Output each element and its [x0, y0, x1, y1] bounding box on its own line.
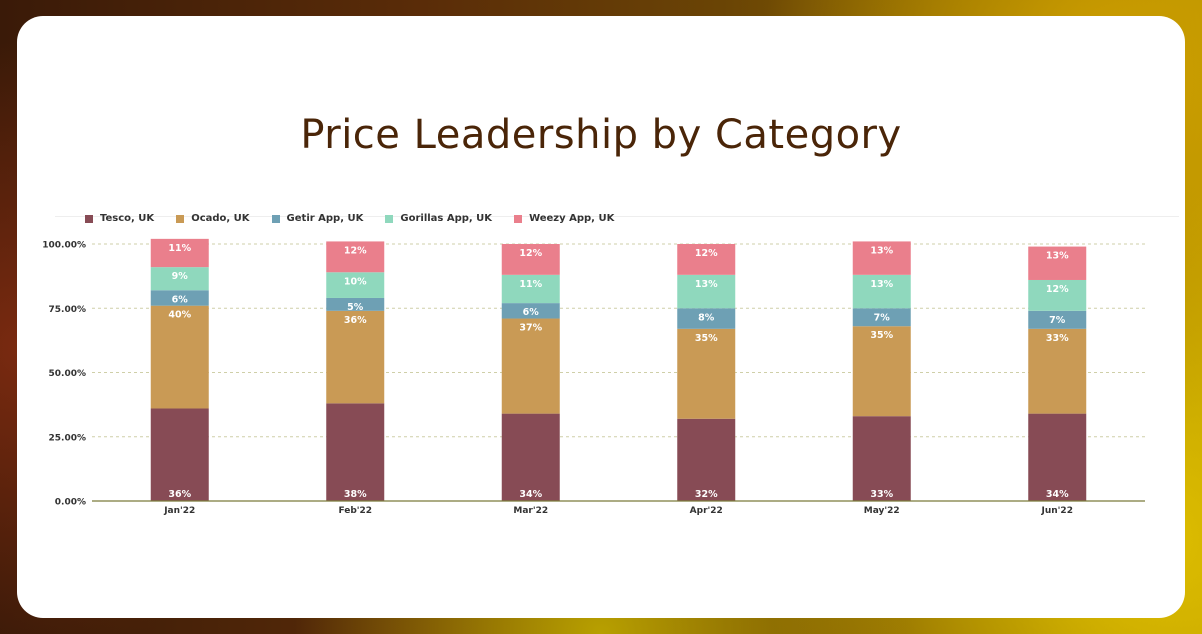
bar-segment — [1028, 246, 1087, 280]
bar-segment — [852, 326, 911, 417]
legend-swatch — [271, 214, 280, 223]
bar-segment — [326, 310, 385, 404]
x-tick-label: Feb'22 — [338, 506, 372, 516]
legend-swatch — [514, 214, 523, 223]
divider — [55, 216, 1179, 217]
x-tick-label: Apr'22 — [690, 506, 723, 516]
grid-layer — [92, 243, 1145, 438]
bar-segment — [150, 408, 209, 501]
bars-layer — [150, 238, 1087, 501]
legend-label: Weezy App, UK — [529, 213, 615, 224]
data-label: 38% — [344, 489, 367, 500]
data-label: 11% — [168, 243, 191, 254]
bar-segment — [150, 267, 209, 291]
bar-segment — [677, 308, 736, 329]
data-label: 13% — [695, 279, 718, 290]
labels-layer: 36% 40% 6% 9% 11% 38% 36% 5% 10% 12% 34% 37% 6% 11% 12… — [168, 243, 1069, 500]
page-title: Price Leadership by Category — [300, 112, 902, 158]
x-tick-label: Jun'22 — [1041, 506, 1073, 516]
bar-segment — [326, 241, 385, 273]
bar-segment — [677, 418, 736, 501]
chart-card: Price Leadership by Category — [17, 16, 1185, 618]
data-label: 12% — [695, 248, 718, 259]
y-tick-label: 25.00% — [49, 433, 87, 443]
bar-segment — [1028, 328, 1087, 414]
legend-swatch — [176, 214, 185, 223]
legend-item: Gorillas App, UK — [385, 213, 492, 224]
bar-segment — [326, 297, 385, 311]
data-label: 13% — [870, 245, 893, 256]
y-tick-label: 0.00% — [55, 498, 86, 508]
data-label: 9% — [172, 271, 189, 282]
bar-segment — [852, 274, 911, 309]
data-label: 35% — [870, 330, 893, 341]
y-tick-label: 50.00% — [49, 369, 87, 379]
bar-segment — [852, 416, 911, 501]
bar-segment — [326, 272, 385, 298]
data-label: 32% — [695, 489, 718, 500]
bar-segment — [1028, 279, 1087, 311]
data-label: 34% — [519, 489, 542, 500]
bar-segment — [501, 303, 560, 319]
data-label: 34% — [1046, 489, 1069, 500]
legend-swatch — [85, 214, 93, 223]
bar-segment — [1028, 413, 1087, 501]
data-label: 12% — [1046, 284, 1069, 295]
bar-segment — [677, 328, 736, 419]
bar-segment — [501, 318, 560, 414]
chart-legend: Tesco, UK Ocado, UK Getir App, UK Gorillas … — [85, 213, 636, 224]
x-tick-label: May'22 — [864, 506, 900, 516]
axis-layer: 0.00% 25.00% 50.00% 75.00% 100.00% Jan'22 Feb'… — [42, 241, 1145, 516]
data-label: 10% — [344, 276, 367, 287]
data-label: 33% — [1046, 333, 1069, 344]
bar-segment — [501, 244, 560, 275]
data-label: 5% — [347, 302, 364, 313]
x-tick-label: Jan'22 — [163, 506, 195, 516]
data-label: 11% — [519, 279, 542, 290]
bar-segment — [1028, 310, 1087, 329]
legend-item: Weezy App, UK — [514, 213, 614, 224]
data-label: 13% — [1046, 251, 1069, 262]
bar-segment — [677, 274, 736, 309]
y-tick-label: 75.00% — [49, 305, 87, 315]
data-label: 36% — [168, 489, 191, 500]
bar-segment — [852, 241, 911, 275]
bar-segment — [326, 403, 385, 501]
bar-segment — [677, 244, 736, 275]
bar-segment — [852, 308, 911, 327]
data-label: 35% — [695, 333, 718, 344]
legend-label: Tesco, UK — [100, 213, 155, 224]
data-label: 8% — [698, 312, 715, 323]
data-label: 7% — [1049, 315, 1066, 326]
bar-segment — [150, 238, 209, 268]
data-label: 6% — [172, 294, 189, 305]
data-label: 13% — [870, 279, 893, 290]
x-tick-label: Mar'22 — [513, 506, 548, 516]
data-label: 12% — [519, 248, 542, 259]
data-label: 40% — [168, 310, 191, 321]
data-label: 6% — [523, 307, 540, 318]
legend-label: Ocado, UK — [191, 213, 250, 224]
legend-label: Gorillas App, UK — [400, 213, 493, 224]
legend-label: Getir App, UK — [286, 213, 364, 224]
legend-swatch — [385, 214, 394, 223]
legend-item: Getir App, UK — [271, 213, 364, 224]
legend-item: Ocado, UK — [176, 213, 250, 224]
bar-segment — [150, 305, 209, 409]
data-label: 12% — [344, 245, 367, 256]
data-label: 7% — [874, 312, 891, 323]
bar-segment — [501, 274, 560, 304]
y-tick-label: 100.00% — [42, 241, 86, 251]
data-label: 33% — [870, 489, 893, 500]
bar-segment — [150, 290, 209, 306]
legend-item: Tesco, UK — [85, 213, 154, 224]
data-label: 37% — [519, 323, 542, 334]
data-label: 36% — [344, 315, 367, 326]
bar-segment — [501, 413, 560, 501]
